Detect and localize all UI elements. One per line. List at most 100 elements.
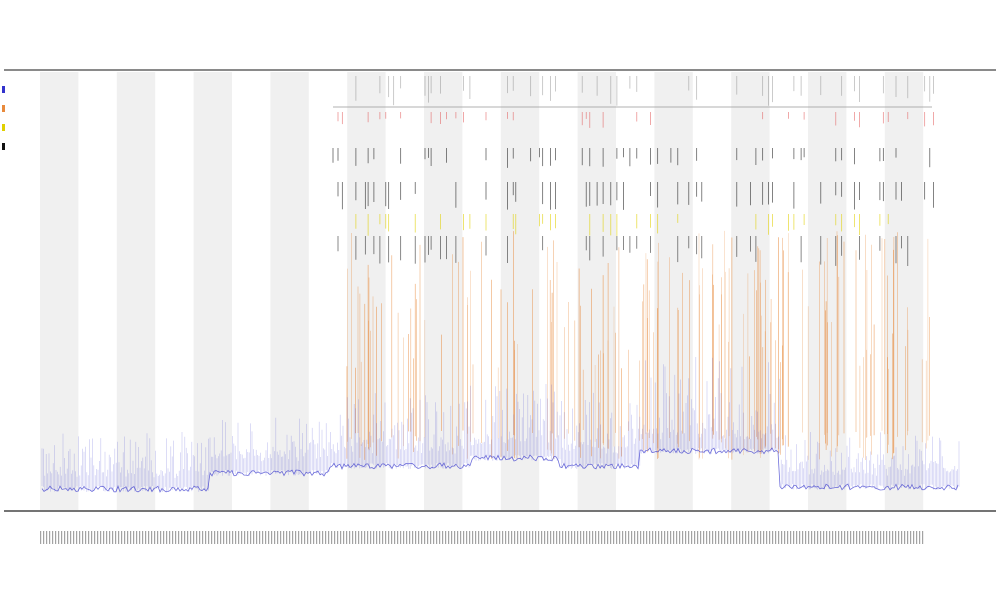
x-tick-label bbox=[631, 531, 633, 544]
x-tick-label bbox=[199, 531, 201, 544]
x-tick-label bbox=[598, 531, 600, 544]
x-tick-label bbox=[454, 531, 456, 544]
x-tick-label bbox=[736, 531, 738, 544]
x-tick-label bbox=[757, 531, 759, 544]
x-tick-label bbox=[859, 531, 861, 544]
x-tick-label bbox=[691, 531, 693, 544]
x-tick-label bbox=[208, 531, 210, 544]
x-tick-label bbox=[142, 531, 144, 544]
x-tick-label bbox=[610, 531, 612, 544]
x-tick-label bbox=[628, 531, 630, 544]
x-tick-label bbox=[403, 531, 405, 544]
x-tick-label bbox=[823, 531, 825, 544]
x-tick-label bbox=[349, 531, 351, 544]
x-tick-label bbox=[316, 531, 318, 544]
x-tick-label bbox=[508, 531, 510, 544]
x-tick-label bbox=[352, 531, 354, 544]
x-tick-label bbox=[94, 531, 96, 544]
x-tick-label bbox=[673, 531, 675, 544]
x-tick-label bbox=[883, 531, 885, 544]
x-tick-label bbox=[160, 531, 162, 544]
x-tick-label bbox=[136, 531, 138, 544]
series-baseline bbox=[41, 447, 959, 493]
x-tick-label bbox=[247, 531, 249, 544]
x-tick-label bbox=[553, 531, 555, 544]
axes bbox=[4, 69, 996, 512]
x-tick-label bbox=[487, 531, 489, 544]
x-tick-label bbox=[361, 531, 363, 544]
x-tick-label bbox=[391, 531, 393, 544]
x-tick-label bbox=[541, 531, 543, 544]
x-tick-label bbox=[271, 531, 273, 544]
x-tick-label bbox=[427, 531, 429, 544]
x-tick-label bbox=[721, 531, 723, 544]
x-tick-label bbox=[844, 531, 846, 544]
background-band bbox=[577, 72, 616, 510]
legend-swatch bbox=[2, 143, 5, 150]
x-tick-label bbox=[367, 531, 369, 544]
x-tick-label bbox=[817, 531, 819, 544]
x-tick-label bbox=[193, 531, 195, 544]
x-tick-label bbox=[760, 531, 762, 544]
x-tick-label bbox=[205, 531, 207, 544]
x-tick-label bbox=[52, 531, 54, 544]
x-tick-label bbox=[550, 531, 552, 544]
x-tick-label bbox=[526, 531, 528, 544]
x-tick-label bbox=[295, 531, 297, 544]
x-tick-label bbox=[871, 531, 873, 544]
x-tick-label bbox=[460, 531, 462, 544]
background-band bbox=[654, 72, 693, 510]
x-tick-label bbox=[103, 531, 105, 544]
blue-series bbox=[41, 357, 960, 493]
x-tick-label bbox=[370, 531, 372, 544]
x-tick-label bbox=[847, 531, 849, 544]
x-tick-label bbox=[58, 531, 60, 544]
x-tick-label bbox=[337, 531, 339, 544]
x-tick-label bbox=[409, 531, 411, 544]
x-tick-label bbox=[472, 531, 474, 544]
x-tick-label bbox=[463, 531, 465, 544]
x-tick-label bbox=[211, 531, 213, 544]
x-tick-label bbox=[388, 531, 390, 544]
x-tick-label bbox=[181, 531, 183, 544]
x-tick-label bbox=[856, 531, 858, 544]
x-tick-label bbox=[790, 531, 792, 544]
x-tick-label bbox=[451, 531, 453, 544]
x-tick-label bbox=[382, 531, 384, 544]
x-tick-label bbox=[529, 531, 531, 544]
x-tick-label bbox=[163, 531, 165, 544]
x-tick-label bbox=[220, 531, 222, 544]
x-tick-label bbox=[229, 531, 231, 544]
x-tick-label bbox=[514, 531, 516, 544]
x-tick-label bbox=[178, 531, 180, 544]
x-tick-label bbox=[505, 531, 507, 544]
x-tick-label bbox=[196, 531, 198, 544]
background-band bbox=[116, 72, 156, 510]
x-tick-label bbox=[583, 531, 585, 544]
x-tick-label bbox=[397, 531, 399, 544]
x-tick-label bbox=[325, 531, 327, 544]
x-tick-label bbox=[814, 531, 816, 544]
legend-entry bbox=[2, 80, 7, 99]
x-tick-label bbox=[277, 531, 279, 544]
x-tick-label bbox=[913, 531, 915, 544]
x-tick-label bbox=[412, 531, 414, 544]
x-tick-label bbox=[415, 531, 417, 544]
x-tick-label bbox=[70, 531, 72, 544]
x-tick-label bbox=[916, 531, 918, 544]
x-tick-label bbox=[109, 531, 111, 544]
x-tick-label bbox=[520, 531, 522, 544]
x-tick-label bbox=[865, 531, 867, 544]
x-tick-label bbox=[283, 531, 285, 544]
x-tick-label bbox=[457, 531, 459, 544]
x-tick-label bbox=[127, 531, 129, 544]
x-tick-label bbox=[805, 531, 807, 544]
x-tick-label bbox=[874, 531, 876, 544]
x-tick-label bbox=[880, 531, 882, 544]
x-tick-label bbox=[559, 531, 561, 544]
x-tick-label bbox=[187, 531, 189, 544]
x-tick-label bbox=[601, 531, 603, 544]
x-tick-label bbox=[898, 531, 900, 544]
x-tick-label bbox=[76, 531, 78, 544]
x-tick-label bbox=[190, 531, 192, 544]
